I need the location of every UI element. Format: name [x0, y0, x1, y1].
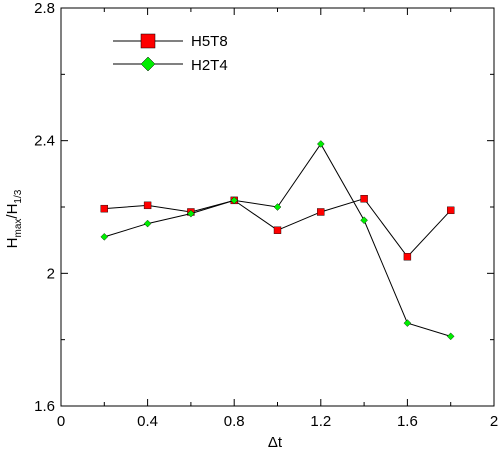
x-tick-label: 0.8	[224, 413, 245, 430]
data-point-h2t4	[143, 219, 152, 228]
series-layer	[100, 140, 455, 341]
data-point-h5t8	[273, 226, 282, 234]
y-axis-ticks: 1.6 2 2.4 2.8	[34, 0, 494, 415]
y-axis-label: Hmax/H1/3	[4, 189, 24, 248]
data-point-h5t8	[143, 201, 152, 210]
data-point-h5t8	[360, 195, 368, 203]
series-line-h2t4	[104, 143, 451, 337]
data-point-h5t8	[317, 208, 325, 216]
data-point-h5t8	[447, 206, 455, 215]
y-axis-label-base1: H	[4, 237, 21, 248]
legend-label-h2t4: H2T4	[191, 57, 228, 74]
y-tick-label: 2.8	[34, 0, 55, 17]
y-tick-label: 2.4	[34, 133, 55, 150]
x-tick-label: 0.4	[137, 413, 158, 430]
x-tick-label: 2	[490, 413, 498, 430]
x-tick-label: 1.2	[310, 413, 331, 430]
x-tick-label: 1.6	[397, 413, 418, 430]
data-point-h2t4	[230, 196, 238, 205]
y-axis-label-sub2: 1/3	[13, 189, 24, 203]
x-tick-label: 0	[57, 413, 65, 430]
x-axis-label: Δt	[268, 434, 283, 451]
x-axis-ticks: 0 0.4 0.8 1.2 1.6 2	[57, 8, 498, 430]
data-point-h2t4	[360, 216, 368, 225]
y-axis-label-slash: /	[4, 214, 21, 219]
y-tick-label: 1.6	[34, 398, 55, 415]
legend-label-h5t8: H5T8	[191, 33, 228, 50]
data-point-h2t4	[100, 233, 109, 241]
data-point-h2t4	[317, 140, 325, 148]
data-point-h2t4	[273, 203, 282, 211]
data-point-h2t4	[446, 332, 455, 341]
data-point-h5t8	[403, 253, 412, 261]
legend: H5T8 H2T4	[113, 33, 228, 74]
data-point-h2t4	[187, 209, 195, 218]
data-point-h5t8	[100, 204, 109, 213]
y-axis-label-base2: H	[4, 204, 21, 215]
legend-marker-h5t8	[140, 33, 156, 49]
data-point-h2t4	[403, 319, 412, 327]
y-axis-label-sub1: max	[13, 219, 24, 238]
legend-marker-h2t4	[140, 56, 156, 72]
y-tick-label: 2	[47, 265, 55, 282]
